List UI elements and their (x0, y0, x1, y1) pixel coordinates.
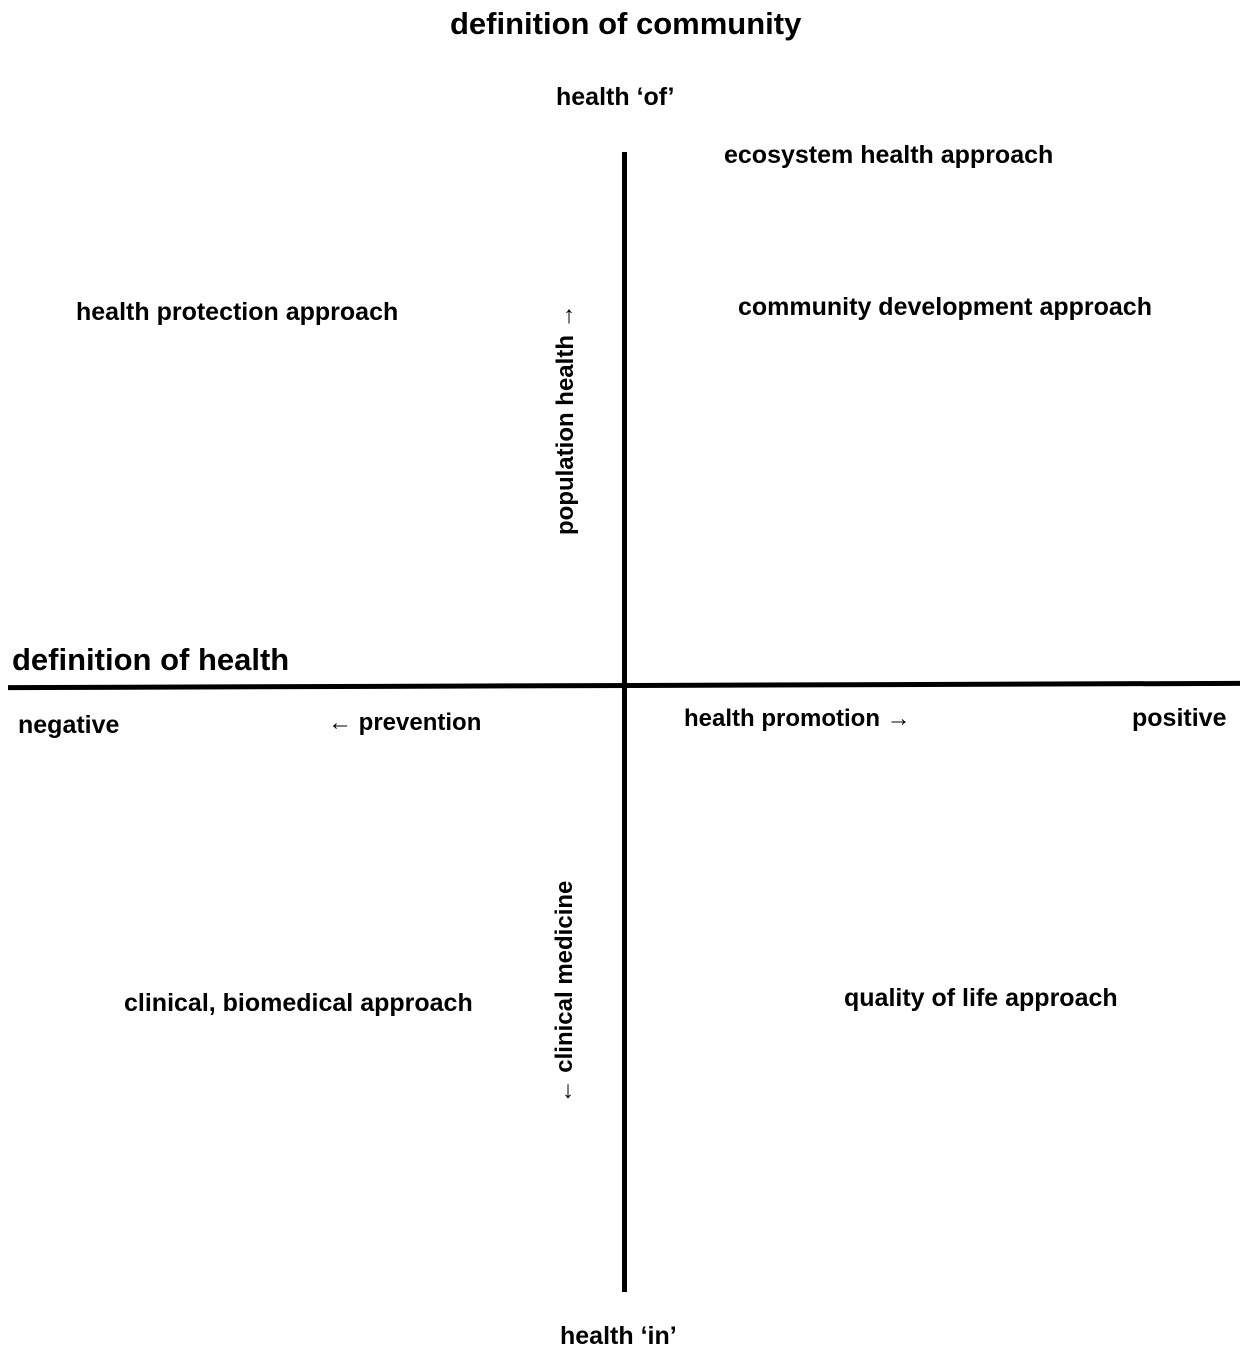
population-health-label: population health → (552, 304, 579, 535)
health-promotion-label: health promotion → (684, 705, 911, 732)
pole-health-of: health ‘of’ (556, 83, 675, 111)
pole-health-in: health ‘in’ (560, 1322, 677, 1350)
pole-positive: positive (1132, 704, 1227, 732)
vertical-axis (622, 152, 627, 1292)
community-development-approach: community development approach (738, 293, 1152, 321)
clinical-biomedical-approach: clinical, biomedical approach (124, 989, 473, 1017)
quality-of-life-approach: quality of life approach (844, 984, 1118, 1012)
health-axis-title: definition of health (12, 642, 290, 677)
clinical-medicine-label: ← clinical medicine (551, 880, 578, 1104)
health-protection-approach: health protection approach (76, 298, 399, 326)
prevention-label: ← prevention (328, 709, 482, 736)
community-axis-title: definition of community (450, 6, 802, 41)
pole-negative: negative (18, 711, 120, 739)
ecosystem-health-approach: ecosystem health approach (724, 141, 1054, 169)
